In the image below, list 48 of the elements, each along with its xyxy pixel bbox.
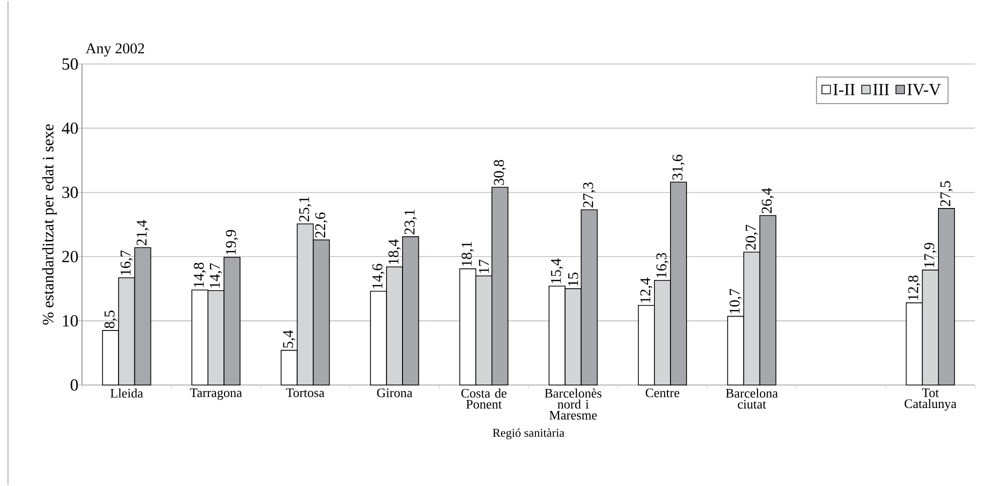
- data-label: 8,5: [104, 310, 117, 328]
- chart-title: Any 2002: [86, 43, 144, 56]
- data-label: 10,7: [730, 288, 742, 314]
- data-label: 20,7: [746, 224, 758, 250]
- data-label: 21,4: [136, 220, 149, 246]
- data-label: 16,7: [120, 250, 133, 275]
- x-tick-label: Tarragona: [190, 388, 242, 400]
- data-label: 19,9: [226, 230, 238, 254]
- data-label: 12,8: [908, 276, 920, 300]
- legend-label: I-II: [833, 84, 855, 96]
- y-tick-label: 50: [62, 58, 78, 70]
- data-label: 27,5: [940, 181, 953, 206]
- y-tick-label: 0: [70, 379, 78, 391]
- data-label: 14,7: [210, 263, 222, 288]
- legend-label: III: [873, 84, 889, 96]
- data-label: 17: [478, 260, 489, 273]
- x-tick-label: Barcelona ciutat: [726, 388, 778, 409]
- data-label: 30,8: [494, 160, 506, 185]
- data-label: 22,6: [315, 212, 328, 238]
- data-label: 17,9: [924, 242, 936, 268]
- x-tick-label: Barcelonès nord i Maresme: [544, 388, 602, 420]
- data-label: 23,1: [404, 210, 417, 234]
- data-label: 27,3: [583, 182, 596, 208]
- x-tick-label: Girona: [377, 388, 412, 398]
- data-label: 31,6: [672, 154, 685, 180]
- data-label: 15: [568, 272, 578, 286]
- x-tick-label: Tot Catalunya: [904, 388, 956, 411]
- data-label: 14,8: [194, 262, 206, 287]
- y-axis-title: % estandarditzat per edat i sexe: [42, 124, 57, 325]
- data-label: 26,4: [762, 188, 774, 214]
- x-axis-title: Regió sanitària: [492, 428, 564, 440]
- legend-label: IV-V: [907, 84, 941, 96]
- data-label: 12,4: [640, 278, 652, 302]
- x-tick-label: Lleida: [110, 388, 144, 398]
- x-tick-label: Tortosa: [286, 388, 324, 398]
- data-label: 18,1: [462, 242, 474, 266]
- data-label: 16,3: [656, 253, 669, 278]
- data-label: 25,1: [299, 196, 312, 222]
- y-tick-label: 30: [62, 186, 78, 198]
- y-tick-label: 40: [62, 122, 78, 134]
- y-tick-label: 10: [63, 315, 78, 327]
- x-tick-label: Centre: [646, 388, 680, 398]
- data-label: 14,6: [372, 264, 385, 288]
- data-label: 15,4: [551, 258, 564, 284]
- y-tick-label: 20: [62, 250, 78, 262]
- x-tick-label: Costa de Ponent: [461, 388, 506, 409]
- data-label: 5,4: [283, 330, 296, 348]
- data-label: 18,4: [388, 239, 401, 264]
